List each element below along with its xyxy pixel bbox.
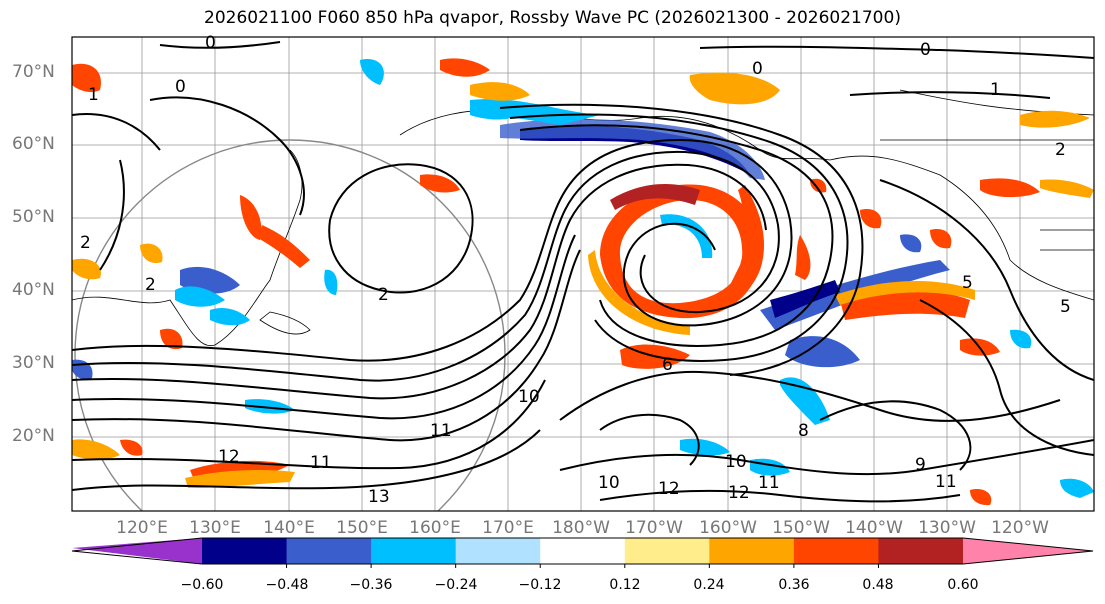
colorbar-cell bbox=[878, 538, 964, 564]
contour-label: 9 bbox=[915, 455, 926, 475]
contour-label: 5 bbox=[1060, 297, 1071, 317]
contour-label: 11 bbox=[758, 473, 780, 493]
lon-label: 140°E bbox=[263, 518, 315, 538]
lon-label: 130°W bbox=[918, 518, 976, 538]
coastlines bbox=[72, 89, 1094, 347]
lon-label: 180°W bbox=[552, 518, 610, 538]
colorbar bbox=[71, 537, 1094, 568]
contour-label: 0 bbox=[752, 59, 763, 79]
lon-label: 120°W bbox=[991, 518, 1049, 538]
lat-label-60n: 60°N bbox=[12, 134, 55, 154]
lon-label: 140°W bbox=[845, 518, 903, 538]
colorbar-tick-label: −0.36 bbox=[349, 577, 393, 593]
contour-label: 2 bbox=[1055, 140, 1066, 160]
colorbar-cell bbox=[286, 538, 372, 564]
colorbar-cell bbox=[455, 538, 541, 564]
colorbar-tick-label: −0.12 bbox=[518, 577, 562, 593]
contour-label-group: 0 0 0 0 1 1 2 2 2 2 6 8 9 10 10 10 11 11… bbox=[80, 33, 1071, 507]
colorbar-tick-label: −0.24 bbox=[434, 577, 478, 593]
contour-label: 10 bbox=[518, 387, 540, 407]
colorbar-tick-label: 0.60 bbox=[947, 577, 979, 593]
colorbar-cell bbox=[624, 538, 710, 564]
contour-label: 11 bbox=[430, 421, 452, 441]
colorbar-tick-label: 0.48 bbox=[862, 577, 894, 593]
contour-label: 6 bbox=[662, 355, 673, 375]
lon-label: 150°W bbox=[772, 518, 830, 538]
colorbar-outline bbox=[71, 537, 1094, 565]
contour-label: 10 bbox=[598, 473, 620, 493]
colorbar-extend-max bbox=[963, 538, 1093, 564]
colorbar-tick-label: −0.48 bbox=[265, 577, 309, 593]
lon-label: 150°E bbox=[336, 518, 388, 538]
colorbar-tick-label: 0.36 bbox=[778, 577, 810, 593]
map-background bbox=[72, 37, 1094, 511]
contour-label: 12 bbox=[218, 447, 240, 467]
contour-label: 0 bbox=[175, 77, 186, 97]
lon-label: 160°E bbox=[409, 518, 461, 538]
contour-label: 0 bbox=[205, 33, 216, 53]
lon-label: 160°W bbox=[699, 518, 757, 538]
figure-title: 2026021100 F060 850 hPa qvapor, Rossby W… bbox=[204, 8, 901, 28]
contour-label: 10 bbox=[725, 452, 747, 472]
lon-label: 130°E bbox=[189, 518, 241, 538]
contour-label: 11 bbox=[310, 453, 332, 473]
lat-label-40n: 40°N bbox=[12, 280, 55, 300]
colorbar-cell bbox=[540, 538, 626, 564]
colorbar-tick-label: 0.24 bbox=[693, 577, 725, 593]
colorbar-cell bbox=[202, 538, 288, 564]
contour-label: 8 bbox=[798, 421, 809, 441]
contour-label: 12 bbox=[728, 483, 750, 503]
colorbar-tick-label: 0.12 bbox=[609, 577, 641, 593]
colorbar-cell bbox=[709, 538, 795, 564]
lon-label: 170°W bbox=[625, 518, 683, 538]
lon-label: 120°E bbox=[116, 518, 168, 538]
contour-label: 5 bbox=[962, 273, 973, 293]
colorbar-tick-label: −0.60 bbox=[180, 577, 224, 593]
contour-label: 1 bbox=[88, 85, 99, 105]
lon-label: 170°E bbox=[482, 518, 534, 538]
contour-label: 11 bbox=[935, 472, 957, 492]
colorbar-extend-min bbox=[72, 538, 202, 564]
contour-label: 2 bbox=[378, 285, 389, 305]
map-frame bbox=[71, 36, 1095, 512]
contour-label: 2 bbox=[80, 233, 91, 253]
colorbar-cell bbox=[793, 538, 879, 564]
lat-label-20n: 20°N bbox=[12, 426, 55, 446]
lat-label-30n: 30°N bbox=[12, 353, 55, 373]
contour-lines bbox=[72, 41, 1094, 503]
lat-label-50n: 50°N bbox=[12, 207, 55, 227]
contour-label: 1 bbox=[990, 80, 1001, 100]
contour-label: 13 bbox=[368, 487, 390, 507]
contour-label: 0 bbox=[920, 40, 931, 60]
contour-label: 12 bbox=[658, 479, 680, 499]
colorbar-cell bbox=[371, 538, 457, 564]
colorbar-cells bbox=[202, 538, 964, 564]
contour-label: 2 bbox=[145, 275, 156, 295]
lat-label-70n: 70°N bbox=[12, 62, 55, 82]
